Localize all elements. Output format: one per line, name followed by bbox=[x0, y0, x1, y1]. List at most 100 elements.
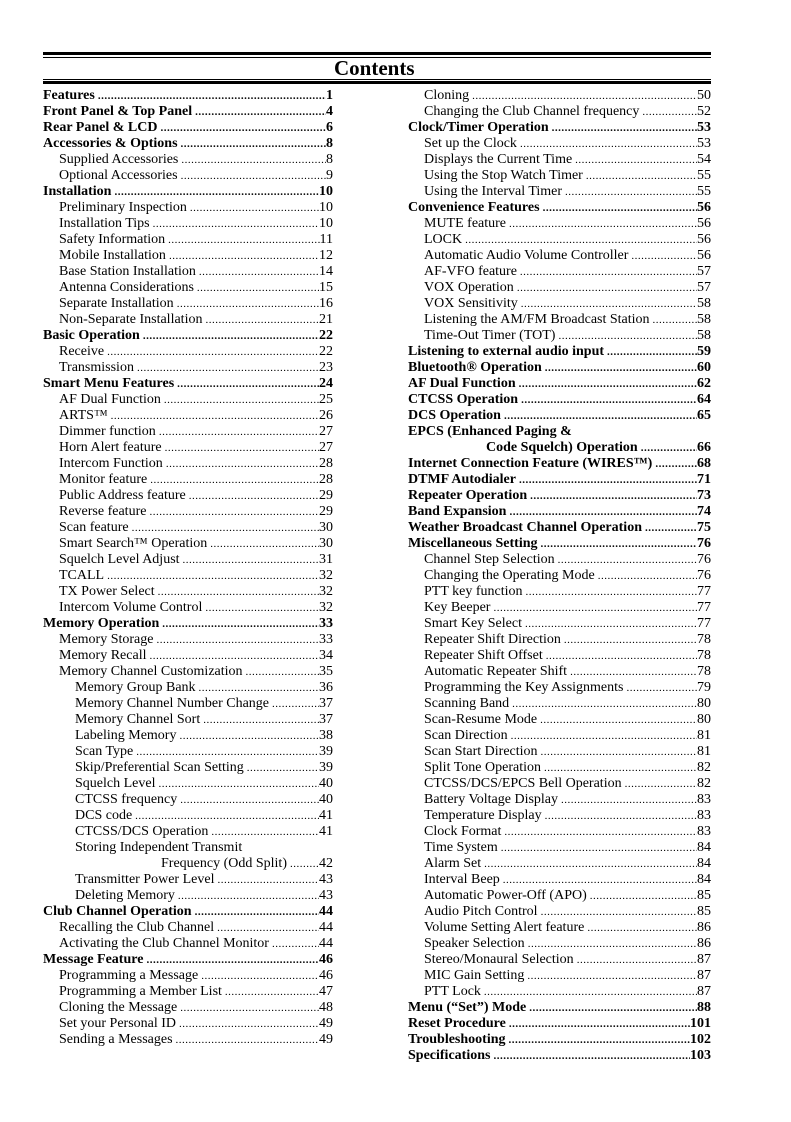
toc-entry[interactable]: Deleting Memory 43 bbox=[43, 888, 333, 904]
toc-entry[interactable]: Frequency (Odd Split) 42 bbox=[43, 856, 333, 872]
toc-entry[interactable]: Troubleshooting 102 bbox=[408, 1032, 711, 1048]
toc-entry[interactable]: Dimmer function 27 bbox=[43, 424, 333, 440]
toc-entry[interactable]: Message Feature 46 bbox=[43, 952, 333, 968]
toc-entry[interactable]: Features 1 bbox=[43, 88, 333, 104]
toc-entry[interactable]: Basic Operation 22 bbox=[43, 328, 333, 344]
toc-entry[interactable]: Listening to external audio input 59 bbox=[408, 344, 711, 360]
toc-entry[interactable]: Memory Channel Customization 35 bbox=[43, 664, 333, 680]
toc-entry[interactable]: Horn Alert feature 27 bbox=[43, 440, 333, 456]
toc-entry[interactable]: Memory Channel Number Change 37 bbox=[43, 696, 333, 712]
toc-entry[interactable]: DTMF Autodialer 71 bbox=[408, 472, 711, 488]
toc-entry[interactable]: Intercom Function 28 bbox=[43, 456, 333, 472]
toc-entry[interactable]: Battery Voltage Display 83 bbox=[408, 792, 711, 808]
toc-entry[interactable]: Miscellaneous Setting 76 bbox=[408, 536, 711, 552]
toc-entry[interactable]: Monitor feature 28 bbox=[43, 472, 333, 488]
toc-entry[interactable]: Using the Interval Timer 55 bbox=[408, 184, 711, 200]
toc-entry[interactable]: Public Address feature 29 bbox=[43, 488, 333, 504]
toc-entry[interactable]: Memory Channel Sort 37 bbox=[43, 712, 333, 728]
toc-entry[interactable]: Clock Format 83 bbox=[408, 824, 711, 840]
toc-entry[interactable]: Bluetooth® Operation 60 bbox=[408, 360, 711, 376]
toc-entry[interactable]: Alarm Set 84 bbox=[408, 856, 711, 872]
toc-entry[interactable]: VOX Sensitivity 58 bbox=[408, 296, 711, 312]
toc-entry[interactable]: Activating the Club Channel Monitor 44 bbox=[43, 936, 333, 952]
toc-entry-line[interactable]: EPCS (Enhanced Paging & bbox=[408, 424, 711, 440]
toc-entry[interactable]: Rear Panel & LCD 6 bbox=[43, 120, 333, 136]
toc-entry[interactable]: Skip/Preferential Scan Setting 39 bbox=[43, 760, 333, 776]
toc-entry[interactable]: Using the Stop Watch Timer 55 bbox=[408, 168, 711, 184]
toc-entry[interactable]: Base Station Installation 14 bbox=[43, 264, 333, 280]
toc-entry[interactable]: MIC Gain Setting 87 bbox=[408, 968, 711, 984]
toc-entry[interactable]: Band Expansion 74 bbox=[408, 504, 711, 520]
toc-entry[interactable]: VOX Operation 57 bbox=[408, 280, 711, 296]
toc-entry[interactable]: Scan-Resume Mode 80 bbox=[408, 712, 711, 728]
toc-entry[interactable]: CTCSS/DCS Operation 41 bbox=[43, 824, 333, 840]
toc-entry[interactable]: Scanning Band 80 bbox=[408, 696, 711, 712]
toc-entry[interactable]: Set up the Clock 53 bbox=[408, 136, 711, 152]
toc-entry[interactable]: Optional Accessories 9 bbox=[43, 168, 333, 184]
toc-entry[interactable]: Listening the AM/FM Broadcast Station 58 bbox=[408, 312, 711, 328]
toc-entry[interactable]: Speaker Selection 86 bbox=[408, 936, 711, 952]
toc-entry[interactable]: Reset Procedure 101 bbox=[408, 1016, 711, 1032]
toc-entry[interactable]: Intercom Volume Control 32 bbox=[43, 600, 333, 616]
toc-entry[interactable]: Reverse feature 29 bbox=[43, 504, 333, 520]
toc-entry[interactable]: Memory Recall 34 bbox=[43, 648, 333, 664]
toc-entry[interactable]: Automatic Audio Volume Controller 56 bbox=[408, 248, 711, 264]
toc-entry[interactable]: MUTE feature 56 bbox=[408, 216, 711, 232]
toc-entry[interactable]: Audio Pitch Control 85 bbox=[408, 904, 711, 920]
toc-entry[interactable]: Programming a Member List 47 bbox=[43, 984, 333, 1000]
toc-entry[interactable]: Convenience Features 56 bbox=[408, 200, 711, 216]
toc-entry[interactable]: Non-Separate Installation 21 bbox=[43, 312, 333, 328]
toc-entry[interactable]: Automatic Repeater Shift 78 bbox=[408, 664, 711, 680]
toc-entry[interactable]: Sending a Messages 49 bbox=[43, 1032, 333, 1048]
toc-entry[interactable]: Weather Broadcast Channel Operation 75 bbox=[408, 520, 711, 536]
toc-entry[interactable]: Internet Connection Feature (WIRES™) 68 bbox=[408, 456, 711, 472]
toc-entry[interactable]: Safety Information 11 bbox=[43, 232, 333, 248]
toc-entry[interactable]: AF Dual Function 25 bbox=[43, 392, 333, 408]
toc-entry[interactable]: Menu (“Set”) Mode 88 bbox=[408, 1000, 711, 1016]
toc-entry[interactable]: Scan feature 30 bbox=[43, 520, 333, 536]
toc-entry[interactable]: ARTS™ 26 bbox=[43, 408, 333, 424]
toc-entry[interactable]: Club Channel Operation 44 bbox=[43, 904, 333, 920]
toc-entry[interactable]: Cloning 50 bbox=[408, 88, 711, 104]
toc-entry[interactable]: TX Power Select 32 bbox=[43, 584, 333, 600]
toc-entry[interactable]: Programming the Key Assignments 79 bbox=[408, 680, 711, 696]
toc-entry[interactable]: Cloning the Message 48 bbox=[43, 1000, 333, 1016]
toc-entry[interactable]: Smart Search™ Operation 30 bbox=[43, 536, 333, 552]
toc-entry[interactable]: Separate Installation 16 bbox=[43, 296, 333, 312]
toc-entry[interactable]: Installation Tips 10 bbox=[43, 216, 333, 232]
toc-entry[interactable]: AF-VFO feature 57 bbox=[408, 264, 711, 280]
toc-entry[interactable]: Code Squelch) Operation 66 bbox=[408, 440, 711, 456]
toc-entry[interactable]: Scan Start Direction 81 bbox=[408, 744, 711, 760]
toc-entry[interactable]: Key Beeper 77 bbox=[408, 600, 711, 616]
toc-entry[interactable]: Repeater Operation 73 bbox=[408, 488, 711, 504]
toc-entry[interactable]: Preliminary Inspection 10 bbox=[43, 200, 333, 216]
toc-entry[interactable]: PTT Lock 87 bbox=[408, 984, 711, 1000]
toc-entry[interactable]: Stereo/Monaural Selection 87 bbox=[408, 952, 711, 968]
toc-entry[interactable]: Split Tone Operation 82 bbox=[408, 760, 711, 776]
toc-entry[interactable]: Smart Menu Features 24 bbox=[43, 376, 333, 392]
toc-entry[interactable]: Repeater Shift Direction 78 bbox=[408, 632, 711, 648]
toc-entry[interactable]: Mobile Installation 12 bbox=[43, 248, 333, 264]
toc-entry[interactable]: Displays the Current Time 54 bbox=[408, 152, 711, 168]
toc-entry[interactable]: Programming a Message 46 bbox=[43, 968, 333, 984]
toc-entry[interactable]: Receive 22 bbox=[43, 344, 333, 360]
toc-entry[interactable]: Scan Type 39 bbox=[43, 744, 333, 760]
toc-entry[interactable]: Transmission 23 bbox=[43, 360, 333, 376]
toc-entry[interactable]: Front Panel & Top Panel 4 bbox=[43, 104, 333, 120]
toc-entry[interactable]: CTCSS frequency 40 bbox=[43, 792, 333, 808]
toc-entry[interactable]: Installation 10 bbox=[43, 184, 333, 200]
toc-entry[interactable]: Transmitter Power Level 43 bbox=[43, 872, 333, 888]
toc-entry[interactable]: Set your Personal ID 49 bbox=[43, 1016, 333, 1032]
toc-entry[interactable]: Labeling Memory 38 bbox=[43, 728, 333, 744]
toc-entry[interactable]: Automatic Power-Off (APO) 85 bbox=[408, 888, 711, 904]
toc-entry[interactable]: Changing the Club Channel frequency 52 bbox=[408, 104, 711, 120]
toc-entry[interactable]: Squelch Level 40 bbox=[43, 776, 333, 792]
toc-entry[interactable]: TCALL 32 bbox=[43, 568, 333, 584]
toc-entry[interactable]: CTCSS Operation 64 bbox=[408, 392, 711, 408]
toc-entry[interactable]: Changing the Operating Mode 76 bbox=[408, 568, 711, 584]
toc-entry[interactable]: Memory Storage 33 bbox=[43, 632, 333, 648]
toc-entry[interactable]: Interval Beep 84 bbox=[408, 872, 711, 888]
toc-entry[interactable]: Accessories & Options 8 bbox=[43, 136, 333, 152]
toc-entry[interactable]: Time System 84 bbox=[408, 840, 711, 856]
toc-entry[interactable]: Repeater Shift Offset 78 bbox=[408, 648, 711, 664]
